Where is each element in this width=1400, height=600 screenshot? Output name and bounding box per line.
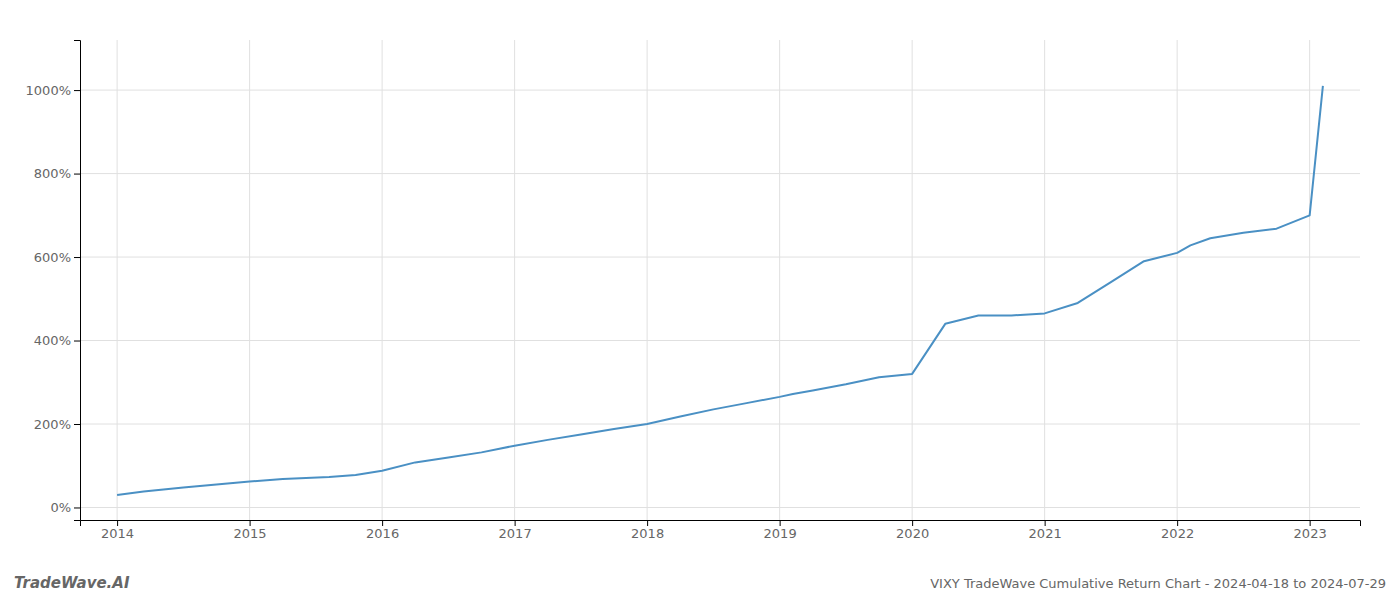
tick-mark: [74, 257, 80, 258]
grid-line: [912, 40, 913, 520]
grid-line: [382, 40, 383, 520]
grid-line: [779, 40, 780, 520]
grid-line: [249, 40, 250, 520]
grid-line: [117, 40, 118, 520]
tick-label: 2022: [1161, 526, 1194, 541]
tick-mark: [1177, 520, 1178, 526]
x-axis: 2014 2015 2016 2017 2018 2019 2020 2021 2022 2023: [81, 520, 1361, 541]
tick-label: 0%: [50, 500, 71, 515]
axis-line: [74, 41, 81, 521]
tick: 2021: [1029, 520, 1062, 541]
tick-label: 600%: [34, 250, 71, 265]
annotation: TradeWave.AI: [14, 574, 130, 592]
y-axis: 0% 200% 400% 600% 800% 1000%: [26, 41, 81, 521]
tick-label: 2023: [1294, 526, 1327, 541]
grid-line: [80, 424, 1360, 425]
axis-line: [81, 521, 1361, 527]
tick: 2018: [631, 520, 664, 541]
tick-label: 2017: [499, 526, 532, 541]
grid: [80, 40, 1360, 520]
chart: 2014 2015 2016 2017 2018 2019 2020 2021 2022 2023…: [0, 0, 1400, 600]
grid-line: [80, 90, 1360, 91]
tick: 2020: [896, 520, 929, 541]
tick-label: 1000%: [26, 83, 71, 98]
grid-line: [80, 257, 1360, 258]
tick-label: 2014: [101, 526, 134, 541]
tick: 200%: [34, 417, 80, 432]
tick-label: 800%: [34, 166, 71, 181]
tick-label: 400%: [34, 333, 71, 348]
grid-line: [80, 173, 1360, 174]
tick-label: 200%: [34, 417, 71, 432]
grid-line: [514, 40, 515, 520]
tick-label: 2021: [1029, 526, 1062, 541]
tick-label: 2018: [631, 526, 664, 541]
tick-mark: [647, 520, 648, 526]
grid-line: [80, 340, 1360, 341]
tick-label: 2015: [234, 526, 267, 541]
tick-mark: [74, 424, 80, 425]
tick-mark: [515, 520, 516, 526]
tick-mark: [250, 520, 251, 526]
tick-mark: [117, 520, 118, 526]
tick: 2014: [101, 520, 134, 541]
line: [117, 86, 1323, 495]
tick: 600%: [34, 250, 80, 265]
grid-line: [647, 40, 648, 520]
tick: 2019: [764, 520, 797, 541]
tick: 2022: [1161, 520, 1194, 541]
grid-line: [1309, 40, 1310, 520]
tick-mark: [780, 520, 781, 526]
annotation: VIXY TradeWave Cumulative Return Chart -…: [930, 576, 1386, 591]
tick-mark: [382, 520, 383, 526]
tick-label: 2020: [896, 526, 929, 541]
tick: 1000%: [26, 83, 80, 98]
tick-mark: [1045, 520, 1046, 526]
tick-label: 2016: [366, 526, 399, 541]
tick: 2023: [1294, 520, 1327, 541]
plot: 2014 2015 2016 2017 2018 2019 2020 2021 2022 2023…: [26, 40, 1361, 541]
tick: 2017: [499, 520, 532, 541]
tick-mark: [74, 90, 80, 91]
tick: 800%: [34, 166, 80, 181]
tick-mark: [1310, 520, 1311, 526]
tick-mark: [74, 507, 80, 508]
tick-mark: [74, 341, 80, 342]
tick-label: 2019: [764, 526, 797, 541]
tick-mark: [912, 520, 913, 526]
tick: 2015: [234, 520, 267, 541]
tick-mark: [74, 174, 80, 175]
grid-line: [1044, 40, 1045, 520]
tick: 0%: [50, 500, 80, 515]
grid-line: [80, 507, 1360, 508]
tick: 400%: [34, 333, 80, 348]
tick: 2016: [366, 520, 399, 541]
grid-line: [1177, 40, 1178, 520]
marks: [117, 86, 1323, 495]
